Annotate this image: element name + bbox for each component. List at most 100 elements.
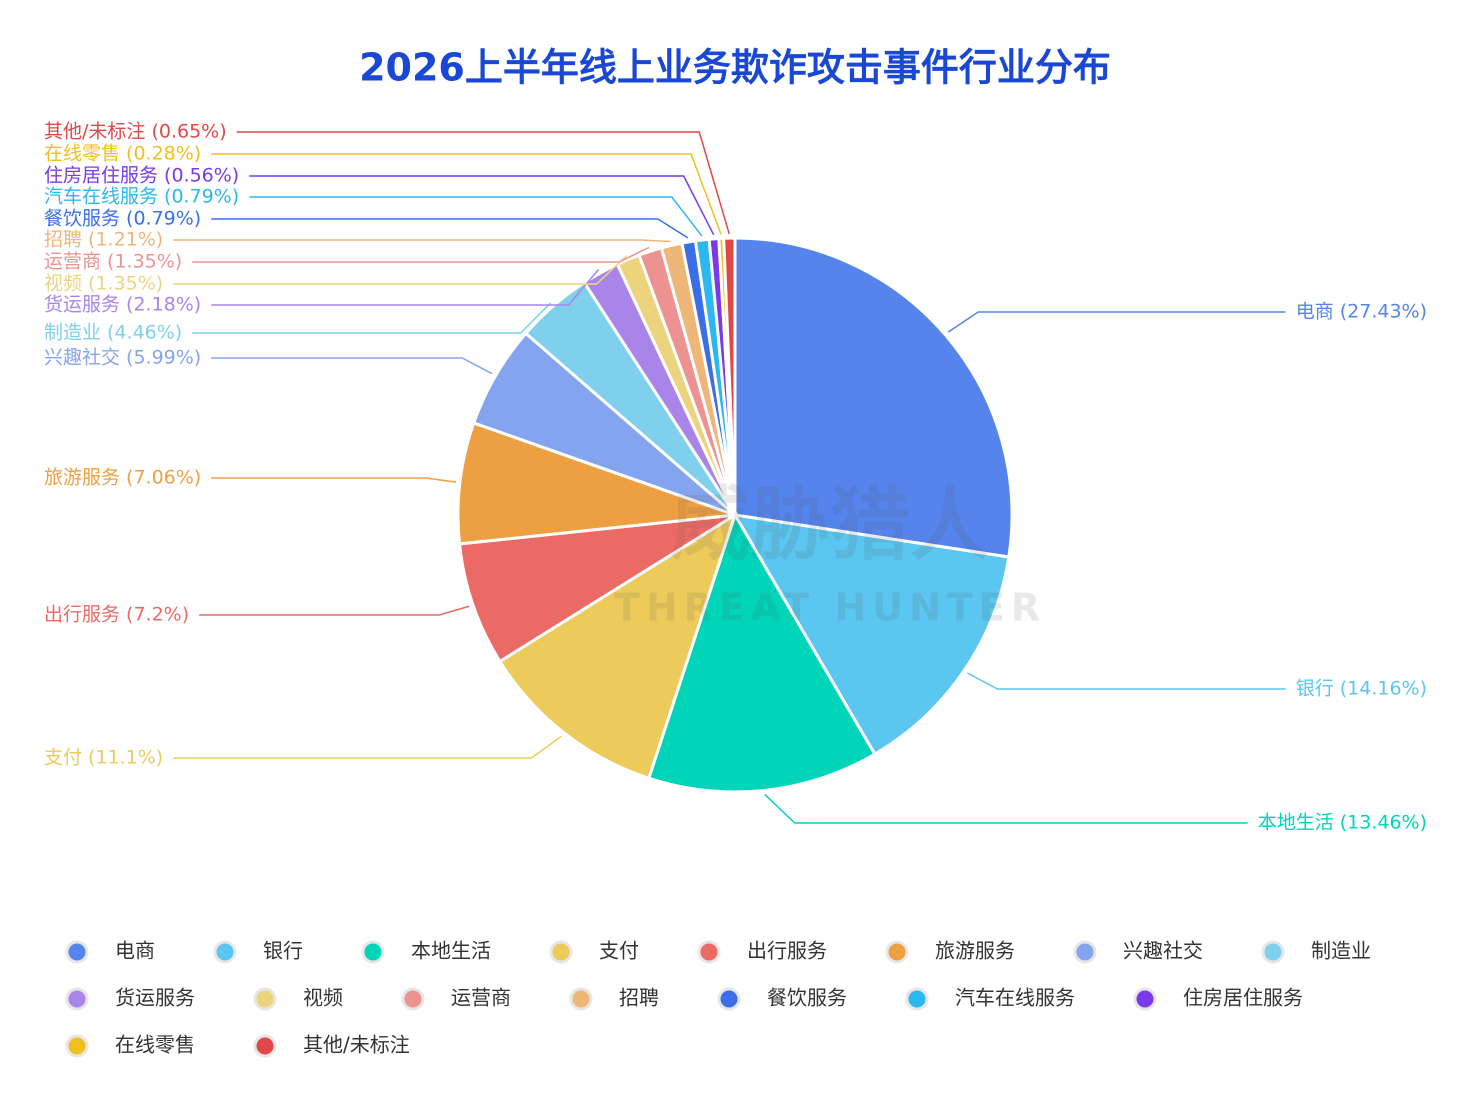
watermark-text: 威胁猎人: [670, 478, 990, 571]
watermark: 威胁猎人 THREAT HUNTER: [614, 478, 1046, 630]
data-label: 运营商 (1.35%): [44, 251, 182, 273]
data-label: 支付 (11.1%): [44, 747, 163, 769]
leader-line: [211, 357, 493, 375]
leader-line: [211, 218, 689, 239]
legend-item: 本地生活: [361, 939, 491, 964]
data-label: 在线零售 (0.28%): [44, 143, 201, 165]
leader-line: [249, 196, 703, 237]
legend-label: 银行: [263, 939, 303, 963]
data-label: 兴趣社交 (5.99%): [44, 347, 201, 369]
legend-item: 旅游服务: [885, 939, 1015, 964]
leader-line: [236, 131, 730, 235]
legend-label: 住房居住服务: [1183, 986, 1303, 1010]
legend-marker: [549, 940, 573, 964]
legend-item: 货运服务: [65, 986, 195, 1011]
legend-label: 旅游服务: [935, 939, 1015, 963]
legend-marker: [253, 1034, 277, 1058]
data-label: 其他/未标注 (0.65%): [44, 121, 227, 143]
legend-item: 电商: [65, 939, 155, 964]
legend-item: 制造业: [1261, 939, 1371, 964]
data-label: 招聘 (1.21%): [44, 229, 163, 251]
legend-label: 兴趣社交: [1123, 939, 1203, 963]
legend-item: 视频: [253, 986, 343, 1011]
data-label: 餐饮服务 (0.79%): [44, 208, 201, 230]
pie-slice: [646, 511, 877, 794]
legend-item: 银行: [213, 939, 303, 964]
legend-label: 制造业: [1311, 939, 1371, 963]
legend-marker: [401, 987, 425, 1011]
leader-line: [947, 311, 1286, 333]
legend-item: 餐饮服务: [717, 986, 847, 1011]
leader-line: [192, 246, 650, 263]
legend-label: 餐饮服务: [767, 986, 847, 1010]
data-label: 汽车在线服务 (0.79%): [44, 186, 239, 208]
legend-marker: [1133, 987, 1157, 1011]
leader-line: [211, 268, 600, 306]
legend-item: 在线零售: [65, 1033, 195, 1058]
legend-marker: [253, 987, 277, 1011]
legend-label: 本地生活: [411, 939, 491, 963]
pie-slice: [497, 511, 738, 781]
leader-line: [967, 672, 1286, 690]
legend-marker: [213, 940, 237, 964]
pie-slice: [733, 236, 1014, 559]
legend-label: 运营商: [451, 986, 511, 1010]
leader-line: [192, 302, 552, 334]
data-label: 货运服务 (2.18%): [44, 294, 201, 316]
data-label: 电商 (27.43%): [1296, 301, 1427, 323]
leader-line: [199, 605, 470, 616]
legend-label: 电商: [115, 939, 155, 963]
legend-marker: [361, 940, 385, 964]
legend-label: 招聘: [619, 986, 659, 1010]
legend-item: 出行服务: [697, 939, 827, 964]
leader-line: [173, 735, 562, 759]
legend-label: 货运服务: [115, 986, 195, 1010]
data-label: 视频 (1.35%): [44, 273, 163, 295]
legend-item: 运营商: [401, 986, 511, 1011]
data-label: 本地生活 (13.46%): [1258, 812, 1427, 834]
legend-item: 汽车在线服务: [905, 986, 1075, 1011]
legend-marker: [885, 940, 909, 964]
legend-label: 在线零售: [115, 1033, 195, 1057]
data-label: 银行 (14.16%): [1296, 678, 1427, 700]
legend-marker: [65, 1034, 89, 1058]
legend-label: 汽车在线服务: [955, 986, 1075, 1010]
leader-line: [211, 477, 457, 483]
legend-marker: [905, 987, 929, 1011]
legend-marker: [65, 987, 89, 1011]
leader-line: [173, 239, 671, 243]
pie: [456, 236, 1014, 794]
legend-label: 其他/未标注: [303, 1033, 410, 1057]
legend-label: 出行服务: [747, 939, 827, 963]
leader-line: [173, 255, 628, 285]
legend-label: 支付: [599, 939, 639, 963]
pie-slice: [457, 513, 736, 664]
pie-slice: [732, 513, 1011, 757]
legend-marker: [65, 940, 89, 964]
legend-marker: [1261, 940, 1285, 964]
labels: 电商 (27.43%) 银行 (14.16%) 本地生活 (13.46%) 支付 (1…: [44, 121, 1427, 834]
data-label: 出行服务 (7.2%): [44, 604, 189, 626]
watermark-text: THREAT HUNTER: [614, 586, 1046, 630]
data-label: 住房居住服务 (0.56%): [44, 165, 239, 187]
chart-title: 2026上半年线上业务欺诈攻击事件行业分布: [359, 46, 1111, 90]
legend-label: 视频: [303, 986, 343, 1010]
legend-item: 其他/未标注: [253, 1033, 410, 1058]
legend-item: 支付: [549, 939, 639, 964]
legend-item: 兴趣社交: [1073, 939, 1203, 964]
legend-marker: [697, 940, 721, 964]
pie-slice: [456, 420, 736, 546]
legend-marker: [717, 987, 741, 1011]
leader-line: [764, 793, 1248, 824]
data-label: 制造业 (4.46%): [44, 322, 182, 344]
data-label: 旅游服务 (7.06%): [44, 467, 201, 489]
legend-marker: [569, 987, 593, 1011]
legend-item: 招聘: [569, 986, 659, 1011]
legend-marker: [1073, 940, 1097, 964]
pie-slice: [722, 236, 737, 516]
leader-line: [249, 175, 715, 236]
leader-line: [211, 153, 722, 235]
legend-item: 住房居住服务: [1133, 986, 1303, 1011]
